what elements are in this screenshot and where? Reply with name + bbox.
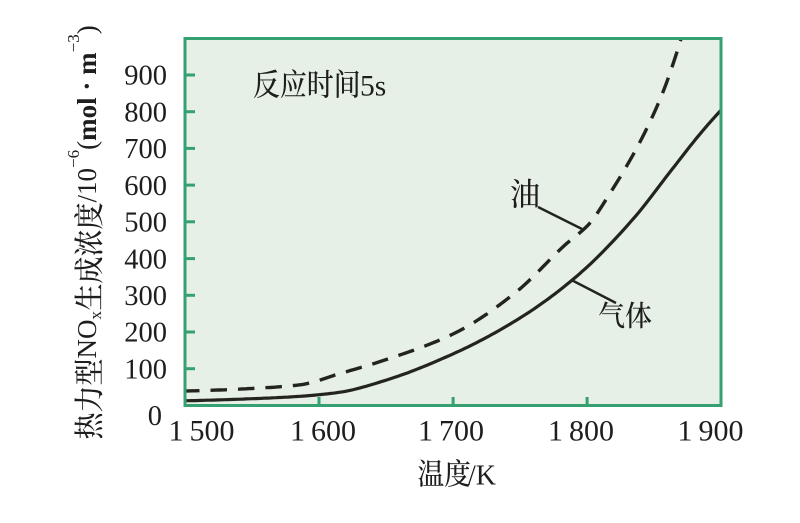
svg-text:1 600: 1 600 (290, 415, 356, 448)
svg-text:5s: 5s (360, 71, 386, 103)
svg-text:800: 800 (124, 97, 167, 128)
svg-text:1 900: 1 900 (677, 415, 743, 448)
svg-text:1 800: 1 800 (548, 415, 614, 448)
svg-text:700: 700 (124, 134, 167, 165)
svg-text:/K: /K (468, 461, 496, 492)
svg-text:900: 900 (124, 61, 167, 92)
svg-text:600: 600 (124, 171, 167, 202)
svg-text:1 500: 1 500 (168, 415, 234, 448)
svg-text:500: 500 (124, 208, 167, 239)
svg-text:1 700: 1 700 (418, 415, 484, 448)
svg-text:400: 400 (124, 244, 167, 275)
svg-text:100: 100 (124, 354, 167, 385)
svg-text:0: 0 (148, 401, 162, 432)
svg-text:200: 200 (124, 318, 167, 349)
svg-text:300: 300 (124, 281, 167, 312)
